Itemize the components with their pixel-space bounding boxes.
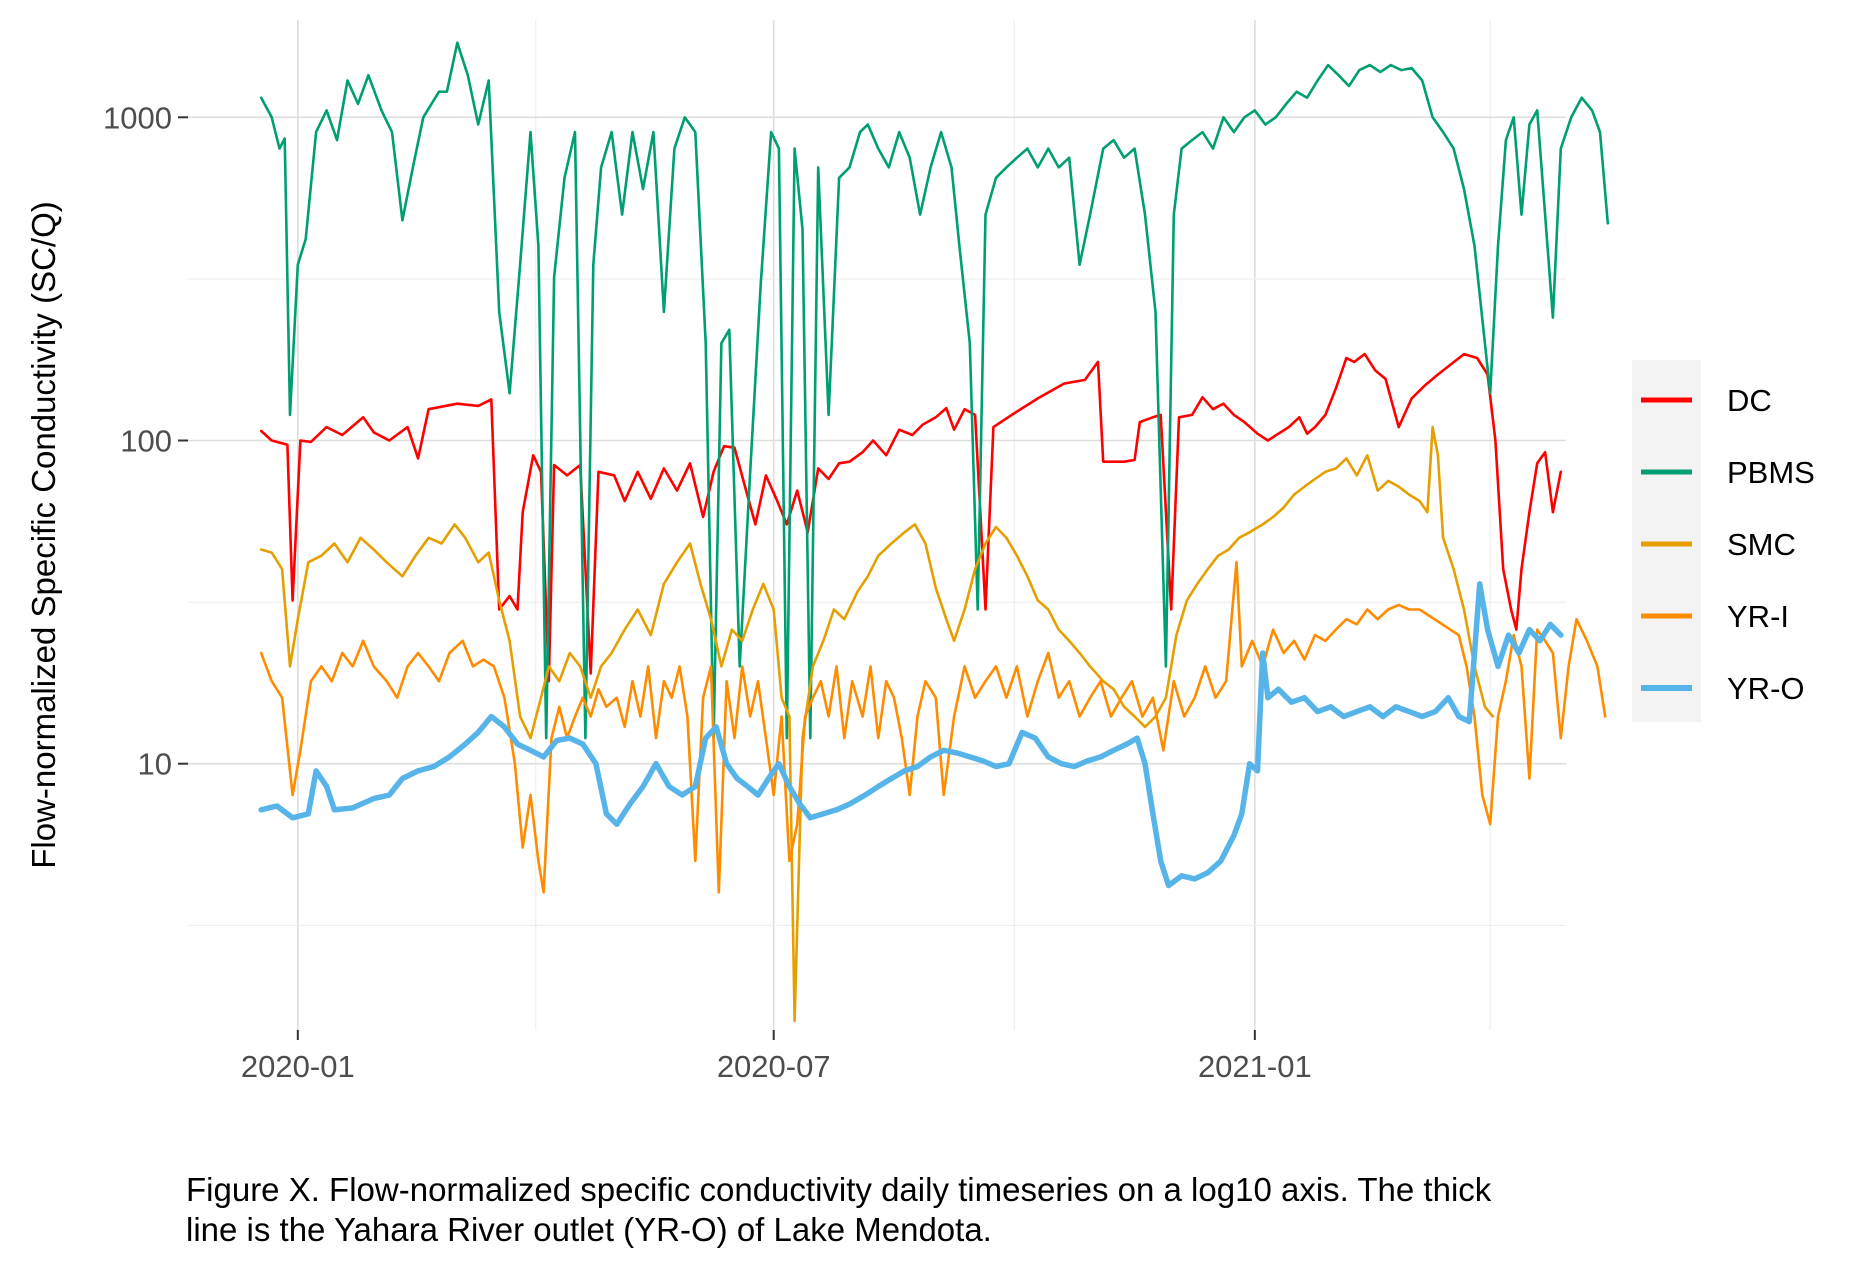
x-tick-label: 2020-01 — [241, 1049, 355, 1084]
legend-background — [1632, 360, 1701, 722]
x-axis: 2020-01 2020-07 2021-01 — [241, 1030, 1312, 1084]
legend-label: SMC — [1727, 527, 1796, 562]
legend-label: DC — [1727, 383, 1772, 418]
series-layer — [258, 41, 1610, 1023]
figure-caption: Figure X. Flow-normalized specific condu… — [186, 1170, 1866, 1250]
series-line-yr-o — [258, 581, 1564, 889]
legend: DC PBMS SMC YR-I YR-O — [1632, 360, 1815, 722]
caption-line-2: line is the Yahara River outlet (YR-O) o… — [186, 1211, 992, 1248]
legend-items: DC PBMS SMC YR-I YR-O — [1641, 383, 1815, 706]
x-tick-label: 2020-07 — [717, 1049, 831, 1084]
x-tick-label: 2021-01 — [1198, 1049, 1312, 1084]
legend-label: YR-O — [1727, 671, 1805, 706]
series-line-dc — [259, 352, 1563, 683]
caption-line-1: Figure X. Flow-normalized specific condu… — [186, 1171, 1492, 1208]
grid-layer — [188, 20, 1566, 1030]
y-axis-title: Flow-normalized Specific Conductivity (S… — [25, 201, 62, 869]
legend-label: PBMS — [1727, 455, 1815, 490]
series-line-yr-i — [259, 561, 1607, 894]
chart-svg: 10 100 1000 2020-01 2020-07 2021-01 Flow-nor… — [25, 20, 1815, 1084]
legend-label: YR-I — [1727, 599, 1789, 634]
series-line-smc — [259, 425, 1495, 1023]
y-tick-label: 1000 — [103, 100, 172, 135]
y-tick-label: 100 — [120, 424, 172, 459]
series-line-pbms — [259, 41, 1610, 740]
y-axis: 10 100 1000 — [103, 100, 188, 782]
y-tick-label: 10 — [138, 747, 172, 782]
